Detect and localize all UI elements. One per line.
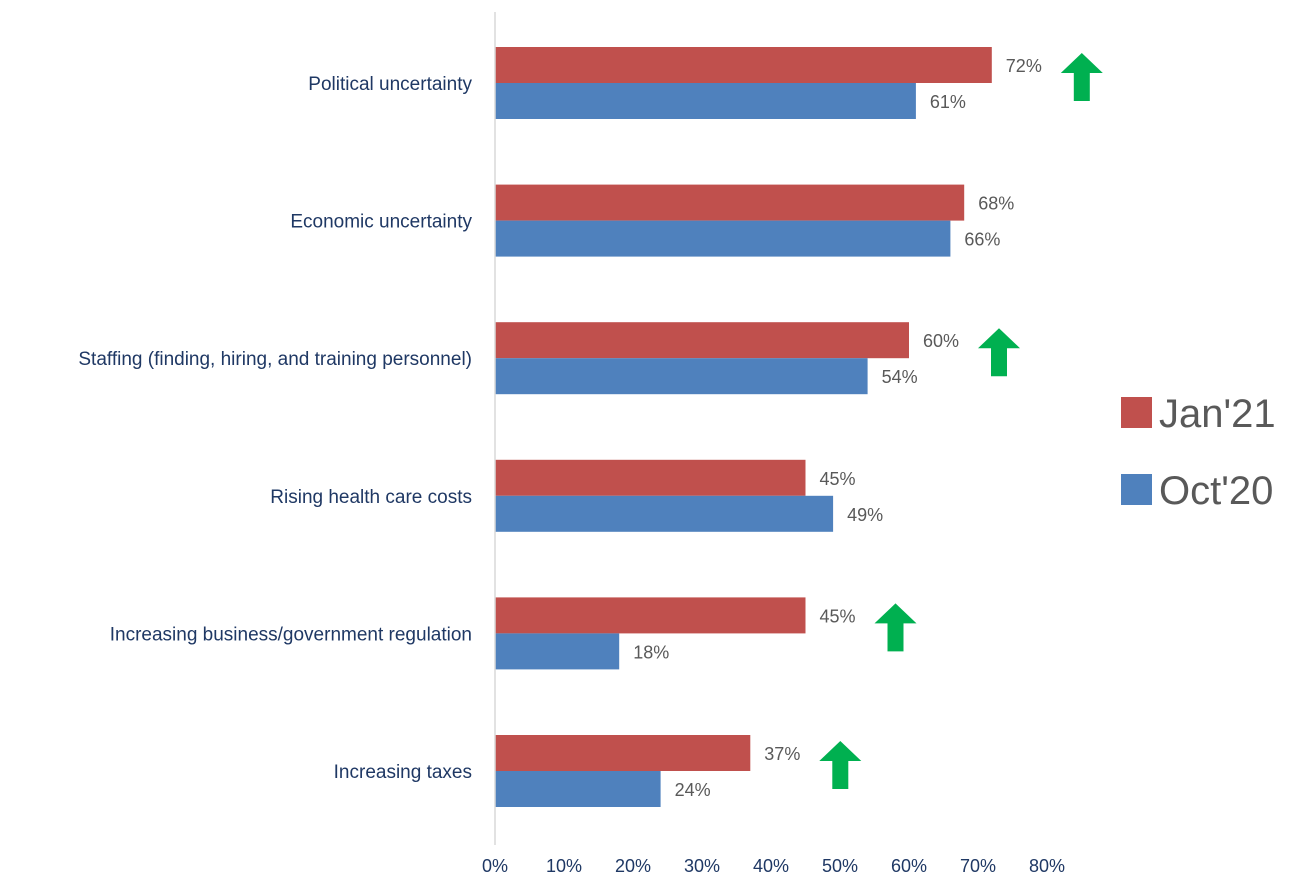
- increase-arrow-icon-political-uncertainty: [1060, 53, 1103, 101]
- x-tick-label-70: 70%: [960, 856, 996, 876]
- bars: [495, 47, 992, 807]
- data-label-oct-20-staffing-finding-hiring-and-training-personnel: 54%: [882, 367, 918, 387]
- increase-arrow-icon-increasing-business-government-regulation: [874, 603, 917, 652]
- bar-oct-20-political-uncertainty: [495, 83, 916, 119]
- legend-label-jan-21: Jan'21: [1159, 392, 1276, 436]
- category-labels: Political uncertainty Economic uncertaint…: [78, 74, 472, 783]
- category-label-economic-uncertainty: Economic uncertainty: [290, 212, 472, 233]
- bar-jan-21-economic-uncertainty: [495, 184, 965, 221]
- increase-arrows: [819, 53, 1103, 789]
- legend-swatch-oct-20: [1121, 474, 1152, 505]
- category-label-staffing-finding-hiring-and-training-personnel: Staffing (finding, hiring, and training …: [78, 349, 472, 370]
- x-tick-label-60: 60%: [891, 856, 927, 876]
- increase-arrow-icon-increasing-taxes: [819, 741, 862, 789]
- x-axis-tick-labels: 0% 10% 20% 30% 40% 50% 60% 70% 80%: [482, 856, 1065, 876]
- data-label-oct-20-economic-uncertainty: 66%: [964, 230, 1000, 250]
- data-label-oct-20-political-uncertainty: 61%: [930, 92, 966, 112]
- bar-oct-20-rising-health-care-costs: [495, 495, 834, 532]
- data-label-oct-20-increasing-business-government-regulation: 18%: [633, 642, 669, 662]
- data-label-jan-21-economic-uncertainty: 68%: [978, 194, 1014, 214]
- bar-jan-21-rising-health-care-costs: [495, 459, 806, 496]
- increase-arrow-icon-staffing-finding-hiring-and-training-personnel: [978, 328, 1020, 377]
- legend-swatch-jan-21: [1121, 397, 1152, 428]
- x-tick-label-80: 80%: [1029, 856, 1065, 876]
- x-tick-label-30: 30%: [684, 856, 720, 876]
- category-label-increasing-business-government-regulation: Increasing business/government regulatio…: [110, 624, 472, 645]
- data-label-jan-21-staffing-finding-hiring-and-training-personnel: 60%: [923, 331, 959, 351]
- x-tick-label-20: 20%: [615, 856, 651, 876]
- bar-jan-21-increasing-taxes: [495, 735, 751, 771]
- bar-oct-20-economic-uncertainty: [495, 220, 951, 257]
- x-tick-label-40: 40%: [753, 856, 789, 876]
- category-label-increasing-taxes: Increasing taxes: [334, 762, 472, 783]
- x-tick-label-0: 0%: [482, 856, 508, 876]
- data-label-oct-20-rising-health-care-costs: 49%: [847, 505, 883, 525]
- bar-jan-21-increasing-business-government-regulation: [495, 597, 806, 634]
- x-tick-label-10: 10%: [546, 856, 582, 876]
- data-labels: 72% 61% 68% 66% 60%54% 45% 49% 45% 18% 37% 24%: [633, 56, 1042, 800]
- data-label-jan-21-increasing-business-government-regulation: 45%: [820, 606, 856, 626]
- category-label-political-uncertainty: Political uncertainty: [308, 74, 472, 95]
- x-tick-label-50: 50%: [822, 856, 858, 876]
- data-label-jan-21-political-uncertainty: 72%: [1006, 56, 1042, 76]
- data-label-jan-21-rising-health-care-costs: 45%: [820, 469, 856, 489]
- bar-oct-20-staffing-finding-hiring-and-training-personnel: [495, 358, 868, 395]
- category-label-rising-health-care-costs: Rising health care costs: [270, 487, 472, 508]
- data-label-jan-21-increasing-taxes: 37%: [764, 744, 800, 764]
- data-label-oct-20-increasing-taxes: 24%: [675, 780, 711, 800]
- bar-oct-20-increasing-taxes: [495, 771, 661, 807]
- bar-oct-20-increasing-business-government-regulation: [495, 633, 620, 670]
- bar-jan-21-political-uncertainty: [495, 47, 992, 83]
- legend-label-oct-20: Oct'20: [1159, 469, 1273, 513]
- bar-jan-21-staffing-finding-hiring-and-training-personnel: [495, 322, 909, 359]
- legend: Jan'21 Oct'20: [1121, 392, 1276, 513]
